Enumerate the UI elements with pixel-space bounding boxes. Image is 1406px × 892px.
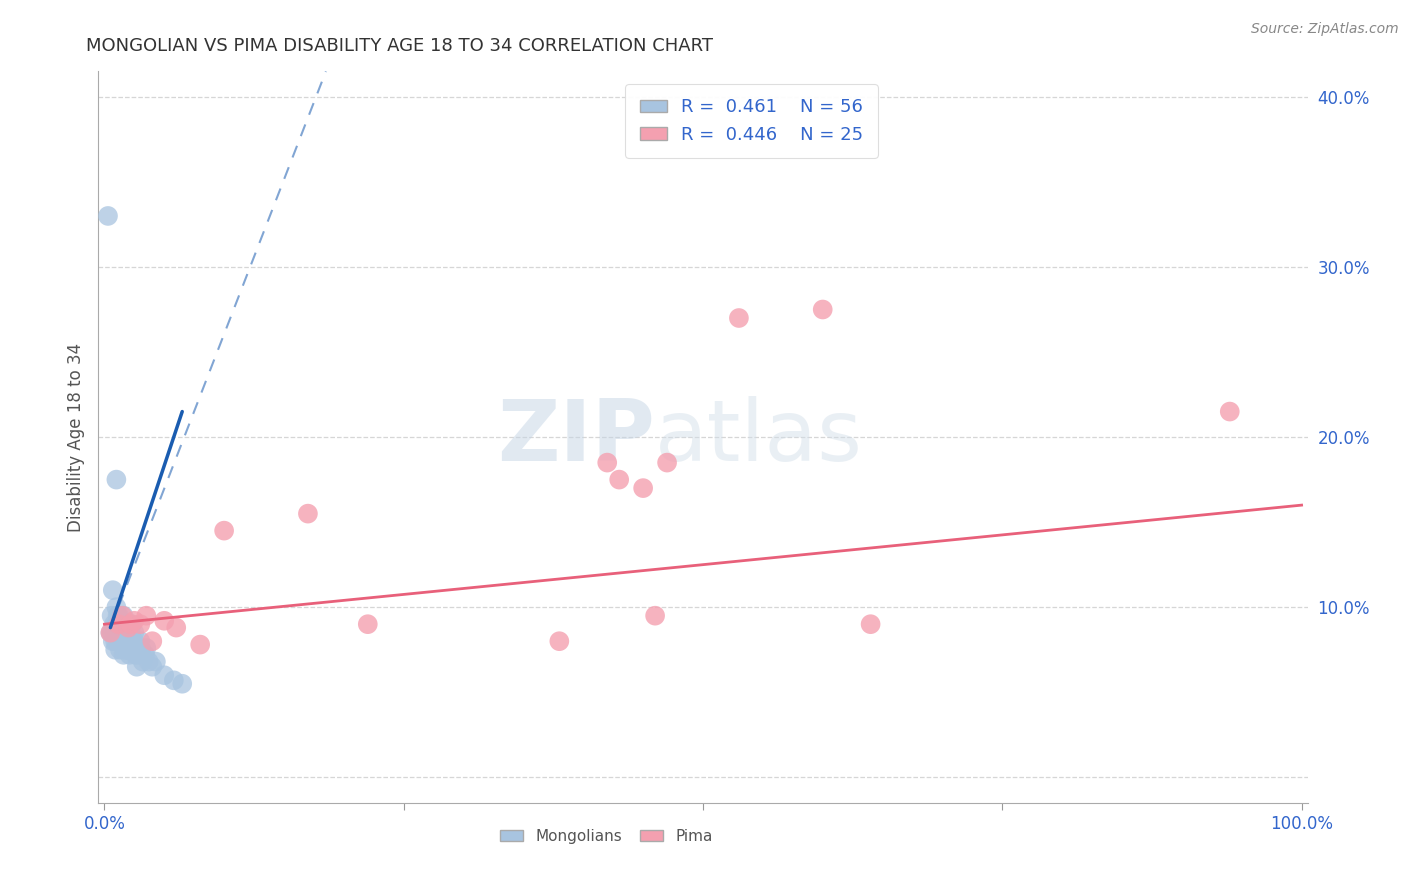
Point (103, 617, 125, 632)
Point (100, 608, 122, 623)
Point (112, 608, 135, 623)
Point (108, 642, 131, 657)
Point (114, 642, 136, 657)
Point (297, 507, 319, 521)
Point (124, 648, 146, 662)
Point (107, 625, 129, 640)
Point (141, 634, 163, 648)
Point (859, 617, 882, 632)
Point (141, 659, 163, 673)
Point (104, 634, 127, 648)
Point (122, 642, 145, 657)
Point (172, 677, 194, 691)
Point (114, 634, 136, 648)
Point (115, 634, 138, 648)
Point (188, 638, 211, 652)
Point (129, 634, 152, 648)
Point (105, 625, 128, 640)
Point (107, 634, 129, 648)
Point (120, 634, 142, 648)
Point (105, 617, 128, 632)
Point (644, 608, 666, 623)
Point (105, 600, 128, 615)
Point (110, 617, 132, 632)
Point (108, 631, 131, 645)
Point (134, 648, 156, 662)
Point (97, 209, 120, 223)
Point (212, 524, 235, 538)
Point (1219, 404, 1241, 418)
Point (107, 617, 129, 632)
Text: atlas: atlas (655, 395, 863, 479)
Point (112, 648, 135, 662)
Point (163, 673, 186, 688)
Text: MONGOLIAN VS PIMA DISABILITY AGE 18 TO 34 CORRELATION CHART: MONGOLIAN VS PIMA DISABILITY AGE 18 TO 3… (86, 37, 713, 54)
Point (153, 668, 176, 682)
Point (138, 655, 160, 669)
Point (103, 625, 125, 640)
Point (115, 625, 138, 640)
Point (107, 608, 129, 623)
Point (100, 625, 122, 640)
Point (124, 614, 146, 628)
Point (110, 625, 132, 640)
Point (631, 481, 654, 495)
Point (111, 608, 134, 623)
Point (129, 617, 152, 632)
Point (132, 655, 155, 669)
Point (117, 634, 139, 648)
Point (145, 655, 167, 669)
Point (127, 648, 149, 662)
Point (121, 617, 143, 632)
Point (124, 634, 146, 648)
Point (131, 642, 153, 657)
Point (607, 473, 630, 487)
Point (357, 617, 380, 632)
Point (117, 642, 139, 657)
Legend: Mongolians, Pima: Mongolians, Pima (494, 822, 718, 850)
Point (100, 625, 122, 640)
Point (111, 617, 134, 632)
Point (100, 625, 122, 640)
Point (105, 473, 128, 487)
Point (548, 634, 571, 648)
Point (728, 311, 751, 326)
Point (153, 614, 176, 628)
Y-axis label: Disability Age 18 to 34: Disability Age 18 to 34 (66, 343, 84, 532)
Point (596, 456, 619, 470)
Point (165, 621, 187, 635)
Point (811, 302, 834, 317)
Point (111, 625, 134, 640)
Point (120, 625, 142, 640)
Text: ZIP: ZIP (496, 395, 655, 479)
Point (115, 617, 138, 632)
Point (655, 456, 678, 470)
Point (107, 608, 129, 623)
Point (107, 634, 129, 648)
Point (120, 617, 142, 632)
Point (104, 642, 127, 657)
Point (101, 583, 124, 598)
Text: Source: ZipAtlas.com: Source: ZipAtlas.com (1251, 22, 1399, 37)
Point (117, 621, 139, 635)
Point (115, 642, 138, 657)
Point (124, 625, 146, 640)
Point (101, 634, 124, 648)
Point (118, 648, 141, 662)
Point (125, 659, 148, 673)
Point (135, 640, 157, 655)
Point (135, 608, 157, 623)
